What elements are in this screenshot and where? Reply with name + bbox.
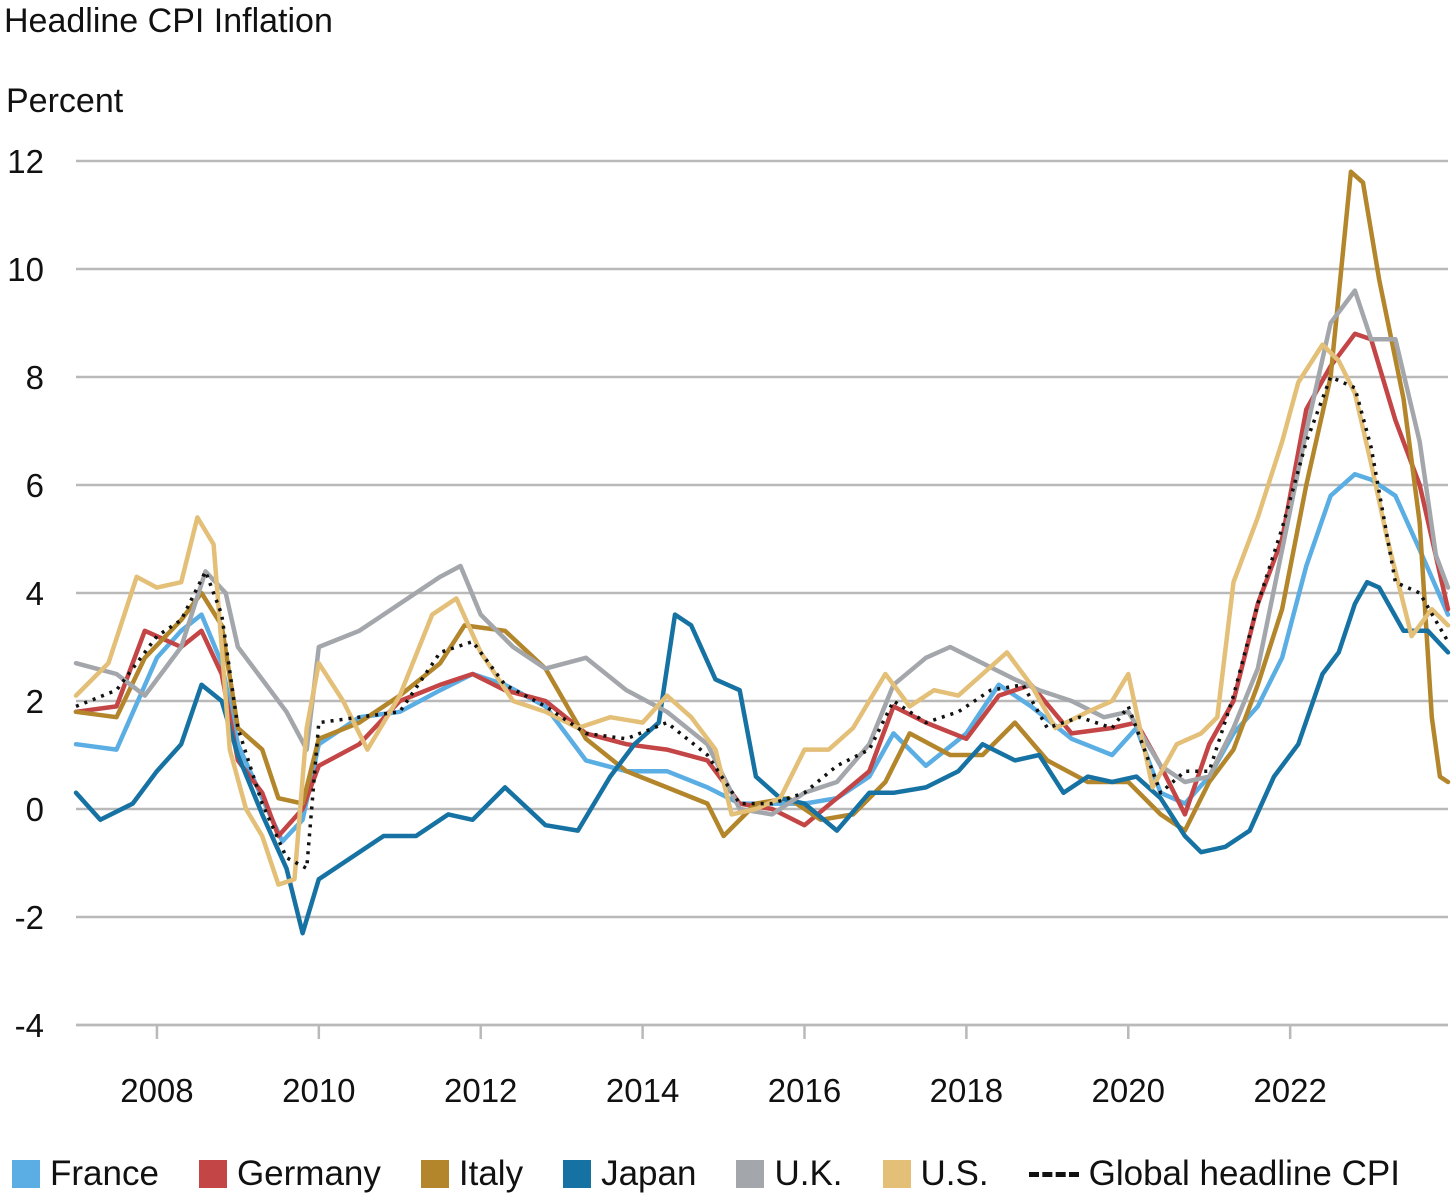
legend-label: U.S. [920,1154,989,1193]
legend-label: Italy [458,1154,524,1193]
y-tick-label: 6 [26,467,44,504]
x-tick-label: 2010 [282,1072,355,1109]
gridlines [76,159,1448,1027]
series-line-japan [73,579,1451,936]
series-lines [73,169,1451,936]
y-tick-label: 10 [7,251,44,288]
legend-dash-swatch [1028,1171,1079,1177]
legend-item: Global headline CPI [1028,1154,1400,1194]
series-line-italy [73,169,1451,839]
legend-swatch [882,1160,911,1188]
legend-item: Japan [563,1154,696,1194]
y-tick-label: 2 [26,683,44,720]
y-tick-label: 8 [26,359,44,396]
y-tick-label: 12 [7,143,44,180]
legend-item: U.K. [736,1154,843,1194]
legend-item: U.S. [882,1154,989,1194]
y-tick-label: 0 [26,791,44,828]
x-axis: 2008 2010 2012 2014 2016 2018 2020 2022 [76,1023,1448,1109]
x-tick-label: 2008 [120,1072,193,1109]
x-tick-label: 2012 [444,1072,517,1109]
x-tick-label: 2016 [768,1072,841,1109]
series-line-global-headline-cpi [75,375,1450,871]
legend-swatch [736,1160,765,1188]
x-tick-label: 2020 [1092,1072,1165,1109]
legend-item: Germany [198,1154,381,1194]
legend-swatch [12,1160,40,1188]
legend-label: Global headline CPI [1088,1154,1400,1193]
legend-item: France [12,1154,159,1194]
y-tick-label: 4 [26,575,44,612]
series-line-u-s [73,342,1451,887]
legend-label: Germany [236,1154,381,1193]
chart-title: Headline CPI Inflation [4,2,333,40]
x-tick-label: 2018 [930,1072,1003,1109]
legend-swatch [420,1160,449,1188]
x-tick-label: 2014 [606,1072,679,1109]
legend-label: Japan [601,1154,697,1193]
legend-item: Italy [420,1154,524,1194]
y-tick-label: -2 [15,899,44,936]
y-tick-label: -4 [15,1007,44,1044]
series-line-u-k [73,288,1451,817]
legend-label: U.K. [774,1154,843,1193]
legend-swatch [563,1160,592,1188]
legend: France Germany Italy Japan U.K. U.S. Global he… [12,1152,1400,1196]
legend-swatch [198,1160,227,1188]
y-axis-label: Percent [6,82,124,120]
legend-label: France [50,1154,159,1193]
y-tick-labels: 12 10 8 6 4 2 0 -2 -4 [7,143,44,1044]
x-tick-label: 2022 [1253,1072,1326,1109]
series-line-germany [73,331,1451,839]
